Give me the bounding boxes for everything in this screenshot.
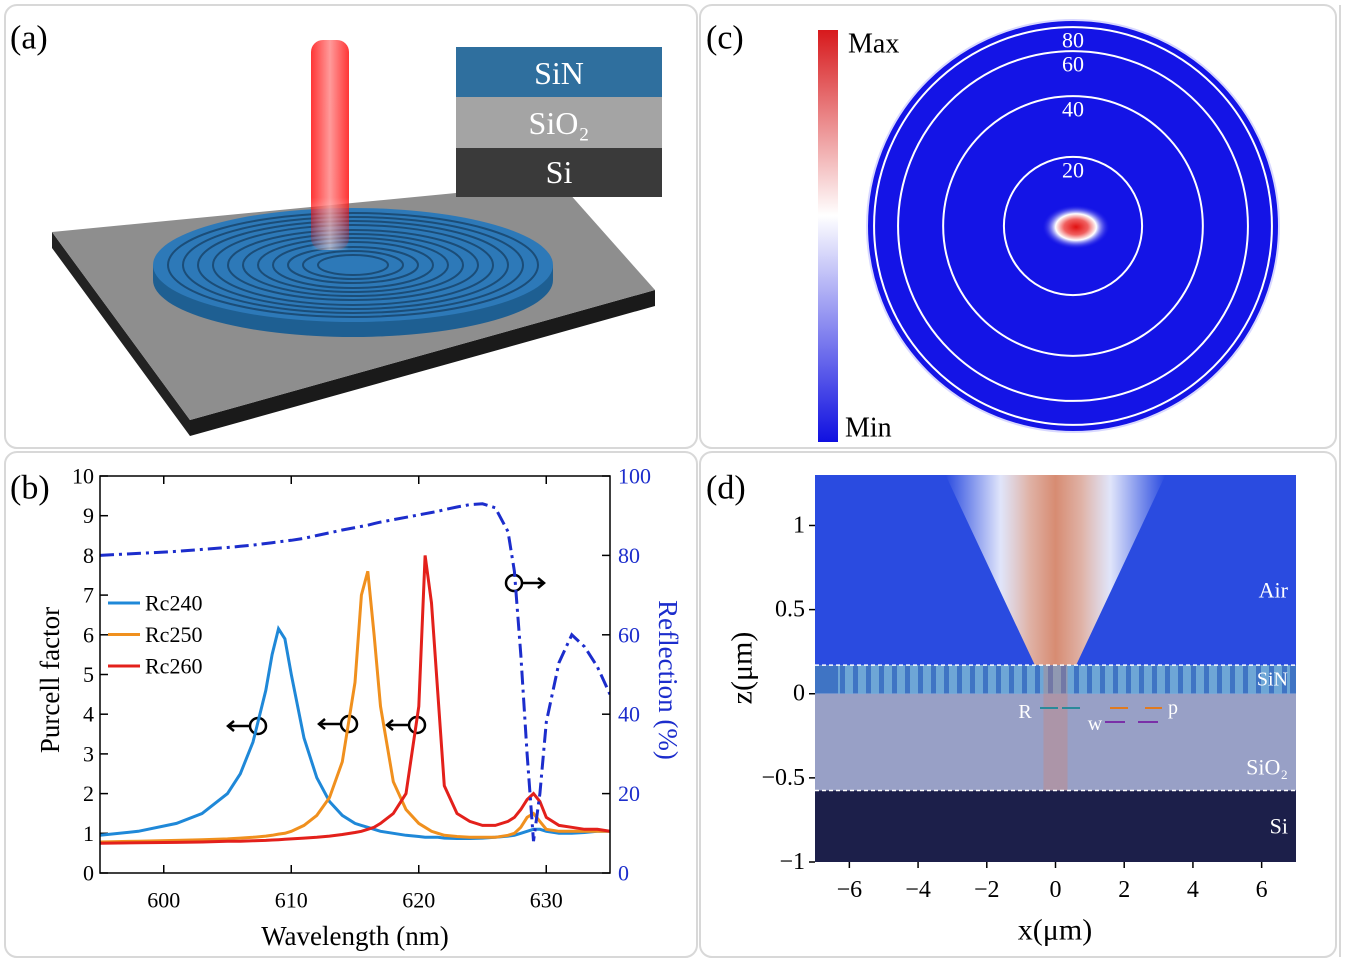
y-tick-label: 1	[83, 821, 94, 846]
y-tick-label: −0.5	[761, 765, 805, 791]
x-tick-label: 620	[402, 888, 435, 913]
y2-tick-label: 100	[618, 464, 651, 489]
polar-ring	[897, 50, 1249, 402]
series-line	[100, 625, 610, 840]
region	[815, 693, 1296, 791]
y-tick-label: 8	[83, 543, 94, 568]
y-axis-label: Purcell factor	[35, 607, 65, 753]
y2-tick-label: 20	[618, 781, 640, 806]
colorbar-label: Max	[848, 29, 899, 60]
panel-label: (d)	[706, 470, 746, 507]
x-tick-label: 600	[147, 888, 180, 913]
panel-b: (b) Wavelength (nm) Purcell factor Refle…	[10, 464, 683, 952]
beam-core	[1043, 665, 1068, 791]
region-label: SiO₂	[1246, 755, 1288, 780]
field	[815, 475, 1296, 862]
y-tick-label: 0	[83, 861, 94, 886]
panel-label: (c)	[706, 20, 744, 57]
y-tick-label: 1	[793, 512, 805, 538]
marker-arrows	[226, 573, 546, 736]
layer-label: Si	[546, 154, 573, 190]
ring-label: 80	[1062, 28, 1084, 53]
region	[815, 790, 1296, 862]
x-tick-label: −6	[837, 877, 863, 903]
region-label: Si	[1270, 814, 1288, 839]
x-tick-label: 2	[1118, 877, 1130, 903]
annotation: w	[1088, 713, 1103, 735]
y-tick-label: 5	[83, 662, 94, 687]
polar-ring	[873, 26, 1273, 426]
x-axis-label: Wavelength (nm)	[261, 921, 449, 951]
annotation: R	[1018, 701, 1032, 723]
y-tick-label: 0.5	[775, 597, 805, 623]
y-tick-label: 6	[83, 622, 94, 647]
y-tick-label: 9	[83, 503, 94, 528]
y-tick-label: 2	[83, 781, 94, 806]
annotation: p	[1168, 697, 1178, 719]
y2-tick-label: 80	[618, 543, 640, 568]
y2-tick-label: 0	[618, 861, 629, 886]
y-tick-label: 10	[72, 464, 94, 489]
colorbar	[818, 30, 838, 442]
panel-d: (d) x(μm) z(μm) Air SiN SiO₂ Si R p w −6 −4 −2 0 2 4…	[706, 470, 1296, 947]
beam	[945, 475, 1166, 666]
plot-lines	[100, 502, 610, 845]
x-axis-label: x(μm)	[1018, 914, 1092, 947]
region-label: Air	[1259, 578, 1289, 603]
layer-label: SiO₂	[529, 105, 590, 141]
x-tick-label: 630	[530, 888, 563, 913]
series-line	[100, 502, 610, 842]
x-tick-label: 6	[1256, 877, 1268, 903]
panel-label: (b)	[10, 470, 50, 507]
panel-a: (a) SiN SiO₂ Si	[10, 20, 662, 436]
hot-spot	[1042, 205, 1110, 249]
x-tick-label: 610	[275, 888, 308, 913]
y2-axis-label: Reflection (%)	[653, 600, 683, 760]
y-tick-label: 3	[83, 741, 94, 766]
x-tick-label: −4	[905, 877, 931, 903]
grating	[838, 665, 1290, 694]
panel-frames	[4, 4, 1341, 958]
legend-label: Rc260	[145, 654, 202, 679]
polar-ring	[942, 95, 1204, 357]
ring-label: 40	[1062, 97, 1084, 122]
panel-label: (a)	[10, 20, 48, 57]
x-tick-label: 0	[1050, 877, 1062, 903]
plot-frame	[99, 475, 611, 874]
y-tick-label: 0	[793, 681, 805, 707]
ring-label: 60	[1062, 52, 1084, 77]
colorbar-label: Min	[845, 413, 892, 444]
annotation-arrows	[1040, 707, 1162, 723]
x-tick-label: 4	[1187, 877, 1199, 903]
legend-label: Rc250	[145, 622, 202, 647]
region-label: SiN	[1257, 668, 1288, 690]
y-tick-label: 7	[83, 583, 94, 608]
polar-ring	[1002, 155, 1144, 297]
y-tick-label: −1	[779, 849, 805, 875]
y2-tick-label: 40	[618, 702, 640, 727]
y-tick-label: 4	[83, 702, 94, 727]
legend-label: Rc240	[145, 591, 202, 616]
y2-tick-label: 60	[618, 622, 640, 647]
ring-label: 20	[1062, 157, 1084, 182]
layer-label: SiN	[534, 55, 584, 91]
series-line	[100, 555, 610, 845]
y-axis-label: z(μm)	[726, 632, 759, 705]
x-tick-label: −2	[974, 877, 1000, 903]
